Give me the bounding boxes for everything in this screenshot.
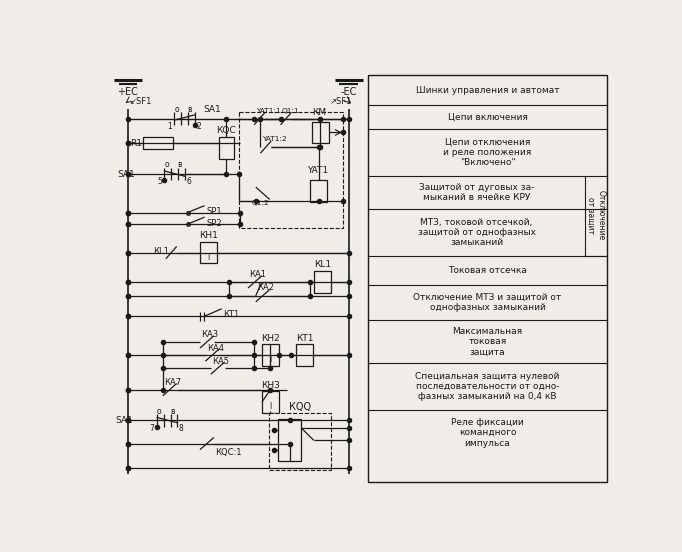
Text: КА3: КА3	[201, 331, 219, 339]
Text: КТ1: КТ1	[296, 333, 313, 343]
Text: КQQ: КQQ	[289, 402, 311, 412]
Bar	[368, 76, 607, 482]
Text: Реле фиксации
командного
импульса: Реле фиксации командного импульса	[451, 418, 524, 448]
Text: SA1: SA1	[204, 105, 222, 114]
Bar	[218, 137, 234, 158]
Text: YAT1:2: YAT1:2	[262, 136, 286, 142]
Bar	[310, 180, 327, 202]
Text: I: I	[269, 402, 271, 411]
Bar	[312, 121, 329, 143]
Text: -ЕС: -ЕС	[340, 87, 357, 97]
Bar	[143, 137, 173, 150]
Text: SP2: SP2	[206, 219, 222, 228]
Text: 5: 5	[158, 177, 162, 186]
Text: SA1: SA1	[118, 169, 136, 178]
Text: Защитой от дуговых за-
мыканий в ячейке КРУ: Защитой от дуговых за- мыканий в ячейке …	[419, 183, 534, 202]
Text: КА4: КА4	[207, 343, 224, 353]
Text: в: в	[188, 105, 192, 114]
Text: YAT1: YAT1	[307, 167, 328, 176]
Text: о: о	[157, 407, 161, 416]
Text: о: о	[164, 160, 169, 169]
Text: КН1: КН1	[199, 231, 218, 240]
Text: КА5: КА5	[212, 357, 229, 365]
Text: 8: 8	[179, 423, 183, 433]
Text: в: в	[170, 407, 175, 416]
Text: Цепи включения: Цепи включения	[447, 113, 527, 121]
Text: Специальная защита нулевой
последовательности от одно-
фазных замыканий на 0,4 к: Специальная защита нулевой последователь…	[415, 371, 560, 401]
Text: R1: R1	[130, 139, 142, 148]
Text: Цепи отключения
и реле положения
"Включено": Цепи отключения и реле положения "Включе…	[443, 137, 531, 167]
Text: МТЗ, токовой отсечкой,
защитой от однофазных
замыканий: МТЗ, токовой отсечкой, защитой от однофа…	[417, 217, 535, 247]
Bar	[262, 391, 279, 413]
Text: 7: 7	[149, 423, 154, 433]
Text: КL1: КL1	[314, 261, 331, 269]
Text: ↗SF1: ↗SF1	[330, 97, 353, 106]
Bar	[269, 413, 331, 470]
Text: Q1:2: Q1:2	[252, 199, 269, 205]
Bar	[278, 419, 301, 461]
Text: КА7: КА7	[164, 378, 181, 387]
Text: в: в	[177, 160, 182, 169]
Text: КН2: КН2	[261, 333, 280, 343]
Text: КQС: КQС	[216, 126, 236, 135]
Text: КА2: КА2	[257, 284, 274, 293]
Text: 6: 6	[187, 177, 192, 186]
Text: Максимальная
токовая
защита: Максимальная токовая защита	[452, 327, 522, 357]
Text: SA1: SA1	[115, 416, 133, 425]
Text: Отключение
от защит: Отключение от защит	[587, 190, 606, 241]
Text: Шинки управления и автомат: Шинки управления и автомат	[415, 86, 559, 94]
Text: Q1:1: Q1:1	[282, 108, 300, 114]
Text: I: I	[269, 355, 271, 364]
Text: 2: 2	[197, 122, 202, 131]
Bar	[200, 242, 217, 263]
Text: I: I	[207, 253, 209, 262]
Text: +ЕС: +ЕС	[117, 87, 138, 97]
Bar	[239, 113, 343, 228]
Text: КМ: КМ	[312, 108, 327, 117]
Text: 1: 1	[167, 122, 172, 131]
Text: КА1: КА1	[250, 269, 267, 279]
Text: Отключение МТЗ и защитой от
однофазных замыканий: Отключение МТЗ и защитой от однофазных з…	[413, 293, 561, 312]
Bar	[314, 271, 331, 293]
Text: КН3: КН3	[261, 380, 280, 390]
Bar	[296, 344, 313, 366]
Text: КQС:1: КQС:1	[216, 448, 242, 457]
Text: КТ1: КТ1	[223, 310, 239, 320]
Text: Токовая отсечка: Токовая отсечка	[448, 266, 527, 275]
Text: YAT1:1: YAT1:1	[256, 108, 280, 114]
Bar	[262, 344, 279, 366]
Text: SP1: SP1	[206, 207, 222, 216]
Text: о: о	[175, 105, 179, 114]
Text: ↙SF1: ↙SF1	[130, 97, 152, 106]
Text: КL1: КL1	[153, 247, 169, 256]
